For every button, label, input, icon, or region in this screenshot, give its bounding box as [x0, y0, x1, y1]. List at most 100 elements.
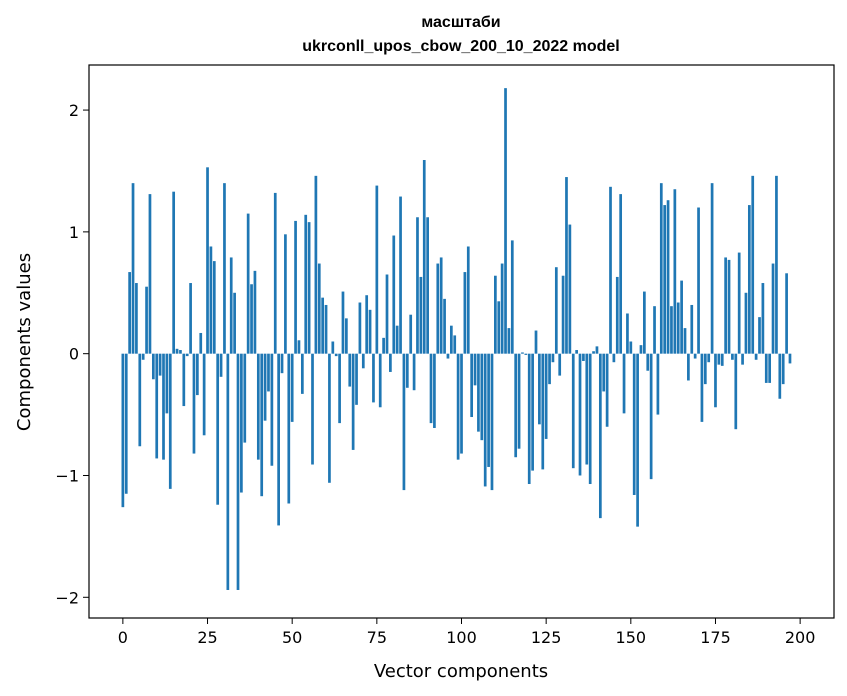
- bar: [162, 353, 165, 460]
- bar: [687, 353, 690, 381]
- bar: [758, 317, 761, 354]
- x-tick-label: 50: [282, 628, 302, 647]
- bar: [582, 353, 585, 361]
- bar: [629, 341, 633, 354]
- bar: [185, 353, 189, 357]
- bar: [345, 318, 348, 354]
- bar: [676, 302, 680, 354]
- bar: [395, 325, 399, 354]
- chart-title-line-1: масштаби: [421, 14, 500, 31]
- bar: [636, 353, 639, 527]
- bar: [429, 353, 433, 424]
- bar: [531, 353, 534, 471]
- bar: [578, 353, 582, 476]
- bar: [609, 186, 612, 354]
- bar: [649, 353, 653, 480]
- bar: [602, 353, 606, 392]
- bar: [372, 353, 375, 403]
- bar: [233, 292, 236, 354]
- bar: [626, 313, 629, 354]
- bar: [717, 353, 721, 365]
- bar: [121, 353, 125, 508]
- bar: [273, 192, 277, 354]
- bar: [263, 353, 267, 421]
- bar: [680, 280, 683, 354]
- bar: [754, 353, 758, 360]
- bar: [659, 183, 663, 354]
- bar: [449, 325, 453, 354]
- bar: [321, 297, 325, 354]
- bar: [294, 220, 297, 354]
- bar: [632, 353, 636, 495]
- bar: [670, 306, 673, 354]
- bar: [270, 353, 274, 466]
- bar: [199, 332, 203, 354]
- bar: [771, 263, 775, 354]
- bar: [693, 353, 697, 359]
- bar: [568, 224, 572, 354]
- bar: [385, 274, 389, 354]
- bar: [297, 340, 301, 354]
- bar: [124, 353, 128, 494]
- x-axis-label: Vector components: [374, 661, 548, 682]
- bar: [182, 353, 186, 407]
- bar: [737, 252, 741, 354]
- bar: [741, 353, 744, 365]
- bar: [575, 350, 578, 354]
- bar: [300, 353, 304, 394]
- bar: [558, 353, 562, 376]
- bar: [463, 272, 467, 354]
- x-tick-label: 75: [367, 628, 387, 647]
- bar: [304, 214, 308, 354]
- bar: [585, 353, 589, 465]
- bar: [212, 261, 216, 354]
- bar: [179, 350, 182, 354]
- bar: [656, 353, 660, 415]
- x-tick-label: 150: [616, 628, 647, 647]
- bar: [158, 353, 162, 376]
- bar: [666, 200, 670, 354]
- bar: [378, 353, 382, 408]
- bar: [226, 353, 230, 590]
- bar: [497, 301, 501, 354]
- bar: [131, 183, 135, 354]
- bar: [460, 353, 463, 454]
- bar: [466, 246, 470, 354]
- bar: [219, 353, 223, 377]
- bar: [761, 283, 765, 354]
- bar: [196, 353, 199, 396]
- bar: [768, 353, 772, 383]
- bar: [731, 353, 734, 360]
- bar: [751, 175, 755, 354]
- bar: [128, 272, 131, 354]
- chart-title-line-2: ukrconll_upos_cbow_200_10_2022 model: [302, 38, 619, 55]
- bar: [148, 194, 152, 354]
- bar: [250, 284, 253, 354]
- bar: [202, 353, 206, 436]
- bar: [328, 353, 331, 483]
- bar: [277, 353, 280, 526]
- bar: [409, 314, 413, 354]
- y-tick-label: −2: [55, 588, 79, 607]
- bar: [510, 240, 514, 354]
- bar: [206, 167, 209, 354]
- bar: [253, 270, 257, 354]
- bar: [494, 275, 497, 354]
- bar: [155, 353, 159, 459]
- bar: [527, 353, 531, 485]
- bar: [168, 353, 172, 489]
- bar: [565, 177, 568, 354]
- bar: [673, 189, 677, 354]
- bar: [189, 283, 192, 354]
- x-axis-ticks: 0 25 50 75 100 125 150 175 200: [118, 618, 815, 647]
- bar: [524, 353, 528, 355]
- bar: [223, 183, 226, 354]
- bar: [521, 352, 524, 354]
- bar: [216, 353, 220, 505]
- bar: [165, 353, 169, 414]
- bar: [351, 353, 355, 450]
- bar: [392, 235, 396, 354]
- bar: [588, 353, 592, 485]
- x-tick-label: 175: [700, 628, 731, 647]
